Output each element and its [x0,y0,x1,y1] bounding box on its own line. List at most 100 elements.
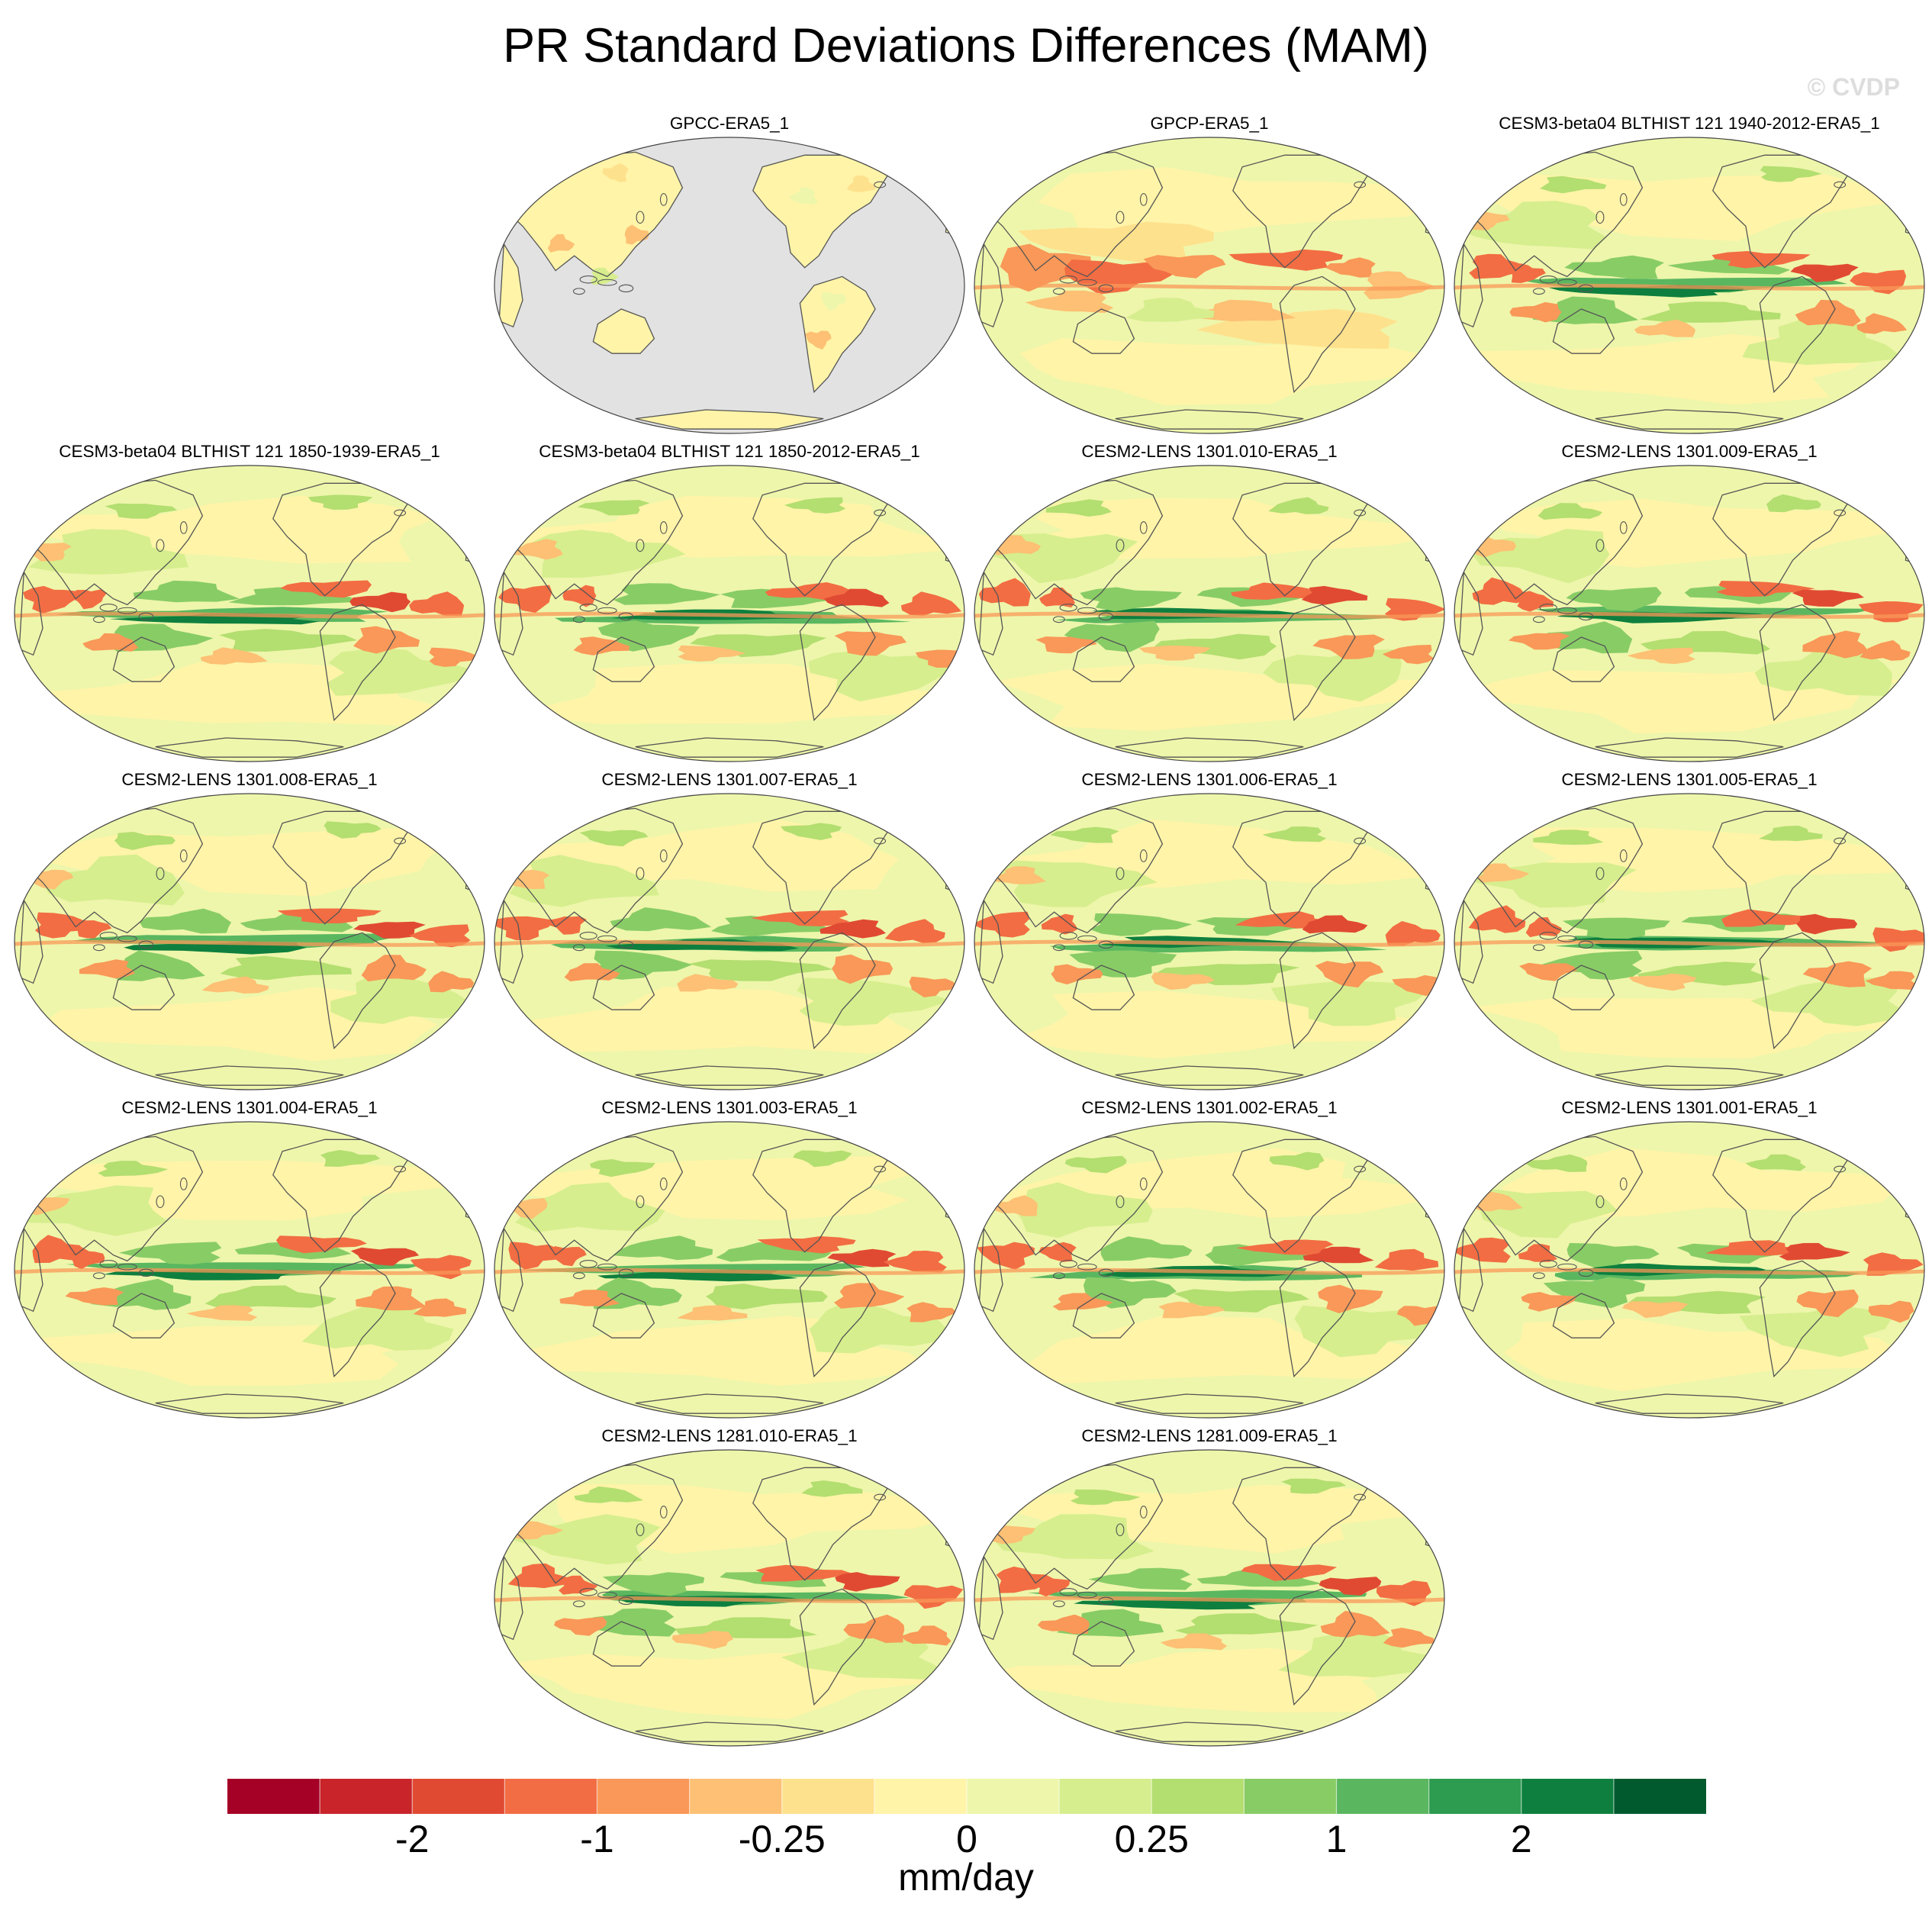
equatorial-band [494,1596,964,1603]
island-coastline [1539,1260,1557,1268]
island-coastline [1116,1195,1125,1209]
map-boundary [494,793,965,1090]
anomaly-patch [546,916,587,935]
anomaly-patch [1468,905,1526,933]
anomaly-patch [1155,963,1300,985]
anomaly-patch [676,1305,748,1321]
panel-title: CESM2-LENS 1301.008-ERA5_1 [121,770,378,789]
island-coastline [1059,1588,1077,1596]
coastline-africa [978,898,1003,984]
island-coastline [1578,940,1594,949]
island-coastline [1077,279,1097,286]
coastline-antarctica [1115,1393,1304,1414]
anomaly-patch [220,955,352,981]
island-coastline [597,1591,617,1599]
coastline-africa [978,570,1003,656]
anomaly-patch [1041,913,1078,935]
anomaly-patch [1567,1242,1660,1268]
colorbar-tick-label: 0 [956,1818,977,1860]
anomaly-patch [308,494,373,510]
anomaly-patch [577,500,650,516]
island-coastline [1619,849,1628,862]
anomaly-patch [1779,1242,1850,1261]
panel-title: CESM3-beta04 BLTHIST 121 1850-1939-ERA5_… [59,442,440,461]
map [974,137,1445,434]
island-coastline [1354,1493,1367,1501]
background-band [509,855,659,907]
coastline-asia [23,807,204,934]
map [974,465,1445,762]
anomaly-patch [671,1630,733,1649]
coastline-europe [1425,189,1444,239]
coastline-antarctica [635,737,824,758]
coastline-africa [1458,1226,1483,1313]
island-coastline [597,279,617,286]
map [974,1121,1445,1419]
anomaly-patch [1143,255,1226,279]
island-coastline [138,1268,154,1277]
colorbar-swatch [1151,1779,1245,1814]
coastline-asia [503,479,684,606]
coastline-antarctica [1595,409,1784,430]
anomaly-patch [1802,630,1869,659]
island-coastline [1557,279,1577,286]
coastline-australia [1072,636,1135,682]
cvdp-watermark: © CVDP [1807,73,1900,101]
anomaly-patch [324,821,382,839]
anomaly-patch [1759,826,1823,842]
island-coastline [1139,849,1148,862]
island-coastline [579,275,597,284]
map-boundary [974,793,1445,1090]
map [494,137,965,434]
anomaly-patch [1228,249,1344,271]
island-coastline [1116,211,1125,224]
anomaly-patch [1540,951,1643,981]
island-coastline [1619,521,1628,534]
anomaly-patch [32,1235,85,1264]
coastline-australia [112,965,175,1010]
island-coastline [117,935,137,942]
coastline-europe [1905,189,1924,239]
anomaly-patch [1796,1289,1859,1318]
coastline-africa [18,898,43,984]
coastline-africa [978,1554,1003,1641]
island-coastline [156,1195,165,1209]
coastline-europe [465,846,485,895]
anomaly-patch [1050,826,1119,843]
colorbar [227,1779,1706,1814]
anomaly-patch [513,539,563,560]
island-coastline [618,1268,634,1277]
island-coastline [636,1523,645,1537]
anomaly-patch [275,1235,367,1254]
island-coastline [1116,539,1125,552]
map-boundary [494,137,965,434]
map-panel: CESM2-LENS 1301.007-ERA5_1 [493,769,966,1093]
coastline-asia [983,807,1164,934]
anomaly-patch [903,1585,964,1609]
background-band [326,648,482,696]
background-band [1739,1305,1892,1358]
coastline-australia [592,1293,655,1338]
map [494,1449,965,1747]
coastline-australia [592,636,655,682]
colorbar-tick-label: 2 [1510,1818,1532,1860]
anomaly-patch [1037,1614,1090,1635]
coastline-africa [498,570,523,656]
anomaly-patch [1627,647,1695,665]
equatorial-band [974,611,1444,619]
colorbar-units: mm/day [898,1856,1034,1899]
anomaly-patch [1325,257,1376,278]
island-coastline [1098,612,1114,621]
anomaly-patch [1374,1248,1439,1271]
island-coastline [618,612,634,621]
island-coastline [618,940,634,949]
coastline-africa [1458,242,1483,328]
panel-title: CESM2-LENS 1301.010-ERA5_1 [1081,442,1338,461]
island-coastline [1059,1260,1077,1268]
equatorial-band [14,939,485,947]
coastline-asia [503,807,684,934]
anomaly-patch [1860,639,1911,661]
island-coastline [636,867,645,881]
island-coastline [1077,935,1097,942]
anomaly-patch [909,976,957,997]
